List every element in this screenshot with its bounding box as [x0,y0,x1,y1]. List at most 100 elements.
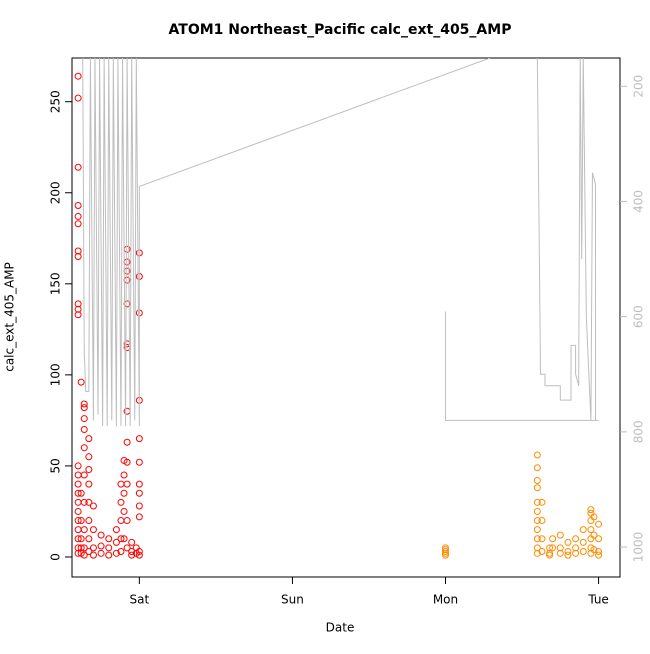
point [80,471,88,479]
point [135,480,143,488]
point [533,549,541,557]
point [80,425,88,433]
y-tick-label: 0 [49,553,63,561]
point [97,531,105,539]
y-tick-label: 250 [49,90,63,113]
y2-tick-label: 400 [632,190,646,213]
plot-area [74,58,603,559]
point [74,94,82,102]
point [80,498,88,506]
point [572,549,580,557]
point [74,311,82,319]
point [105,544,113,552]
point [117,498,125,506]
point [533,451,541,459]
x-tick-label: Sat [130,593,150,607]
point [80,544,88,552]
y2-tick-label: 600 [632,305,646,328]
point [112,538,120,546]
point [112,549,120,557]
point [80,551,88,559]
point [549,535,557,543]
point [74,163,82,171]
x-axis-label: Date [326,621,355,635]
point [112,526,120,534]
point [579,538,587,546]
point [441,544,449,552]
point [590,546,598,554]
chart-title: ATOM1 Northeast_Pacific calc_ext_405_AMP [169,22,512,38]
point [123,544,131,552]
point [74,247,82,255]
point [135,458,143,466]
point [85,435,93,443]
point [85,453,93,461]
point [590,531,598,539]
point [74,462,82,470]
point [74,212,82,220]
y-axis-label: calc_ext_405_AMP [3,262,17,372]
point [538,498,546,506]
point [117,535,125,543]
y2-tick-label: 800 [632,420,646,443]
point [533,544,541,552]
x-tick-label: Mon [433,593,458,607]
plot-box [71,57,621,578]
point [74,252,82,260]
point [533,464,541,472]
point [533,498,541,506]
point [572,535,580,543]
point [533,484,541,492]
point [135,435,143,443]
y-tick-label: 150 [49,272,63,295]
point [74,72,82,80]
point [549,544,557,552]
point [120,535,128,543]
point [80,404,88,412]
point [77,378,85,386]
point [135,551,143,559]
point [77,535,85,543]
point [74,480,82,488]
point [533,517,541,525]
point [564,551,572,559]
point [74,549,82,557]
point [564,538,572,546]
point [85,466,93,474]
point [77,517,85,525]
point [74,300,82,308]
point [533,476,541,484]
point [120,489,128,497]
point [89,544,97,552]
point [85,498,93,506]
x-tick-label: Sun [281,593,304,607]
point [74,305,82,313]
x-tick-label: Tue [587,593,609,607]
point [123,517,131,525]
point [89,526,97,534]
point [74,202,82,210]
point [97,542,105,550]
point [85,548,93,556]
point [572,544,580,552]
point [135,502,143,510]
point [74,507,82,515]
point [546,549,554,557]
point [533,526,541,534]
point [441,551,449,559]
y2-tick-label: 200 [632,75,646,98]
point [556,531,564,539]
y-tick-label: 200 [49,181,63,204]
point [85,517,93,525]
point [135,513,143,521]
point [595,520,603,528]
depth-line [82,58,599,427]
point [80,400,88,408]
point [97,549,105,557]
point [533,535,541,543]
point [74,489,82,497]
point [77,489,85,497]
point [538,517,546,525]
point [587,506,595,514]
